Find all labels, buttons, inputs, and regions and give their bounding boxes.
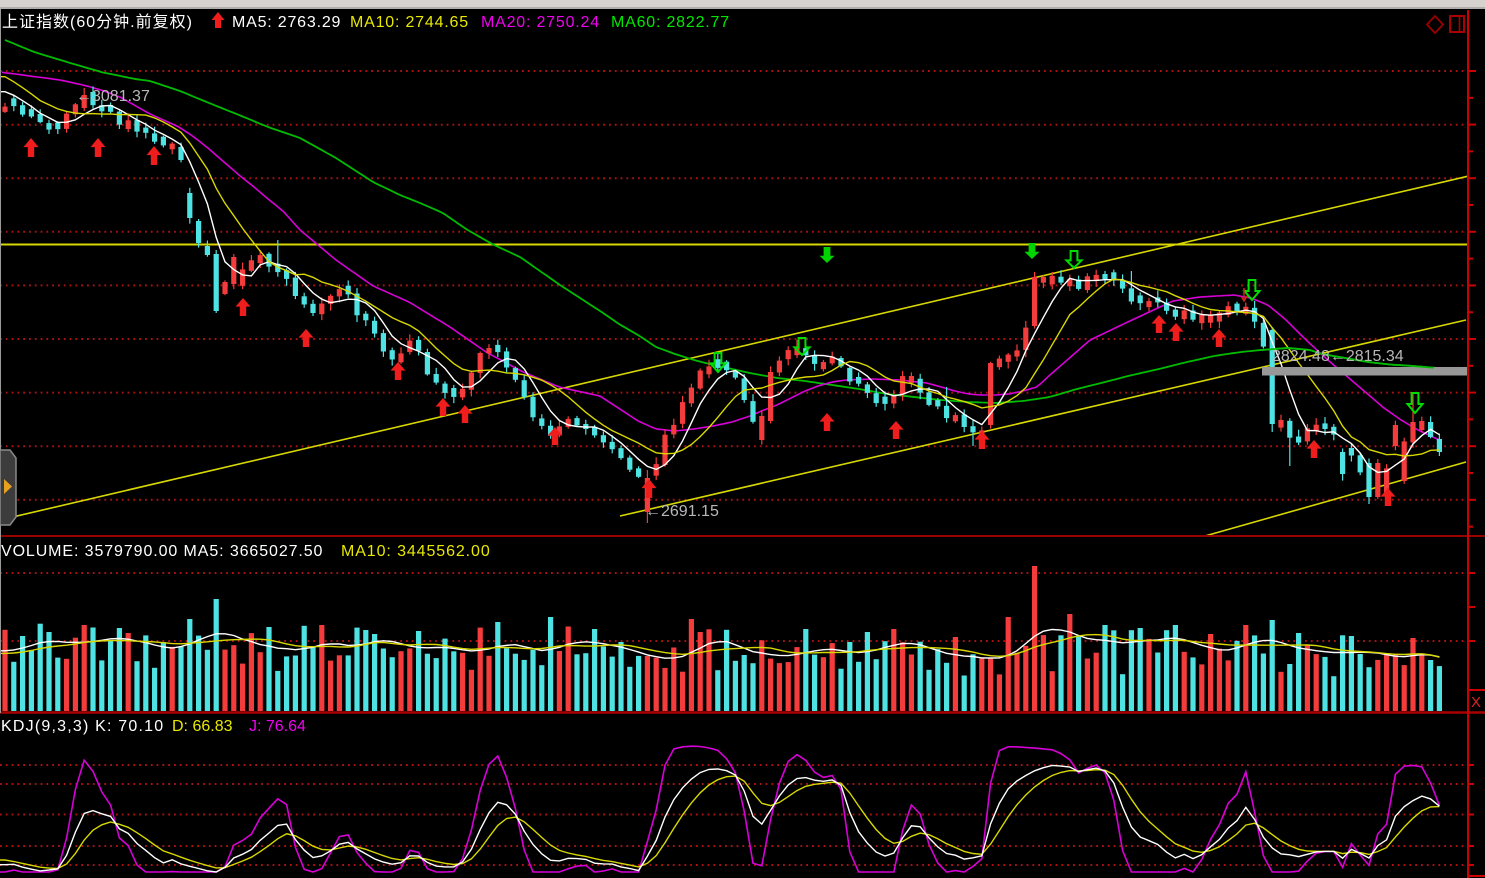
svg-text:MA5: 2763.29: MA5: 2763.29	[232, 14, 341, 31]
svg-text:MA10: 2744.65: MA10: 2744.65	[350, 14, 469, 31]
svg-text:2824.48←2815.34: 2824.48←2815.34	[1272, 348, 1404, 365]
svg-text:←2691.15: ←2691.15	[645, 503, 719, 520]
svg-text:MA20: 2750.24: MA20: 2750.24	[481, 14, 600, 31]
svg-text:上证指数(60分钟.前复权): 上证指数(60分钟.前复权)	[2, 13, 193, 31]
svg-text:←3081.37: ←3081.37	[76, 88, 150, 105]
svg-text:MA60: 2822.77: MA60: 2822.77	[611, 14, 730, 31]
svg-text:J: 76.64: J: 76.64	[249, 718, 306, 735]
svg-text:MA10: 3445562.00: MA10: 3445562.00	[341, 543, 491, 560]
svg-text:X: X	[1471, 694, 1481, 711]
svg-text:KDJ(9,3,3) K: 70.10: KDJ(9,3,3) K: 70.10	[1, 718, 164, 735]
svg-text:VOLUME: 3579790.00 MA5: 366502: VOLUME: 3579790.00 MA5: 3665027.50	[1, 543, 323, 560]
svg-text:D: 66.83: D: 66.83	[172, 718, 233, 735]
